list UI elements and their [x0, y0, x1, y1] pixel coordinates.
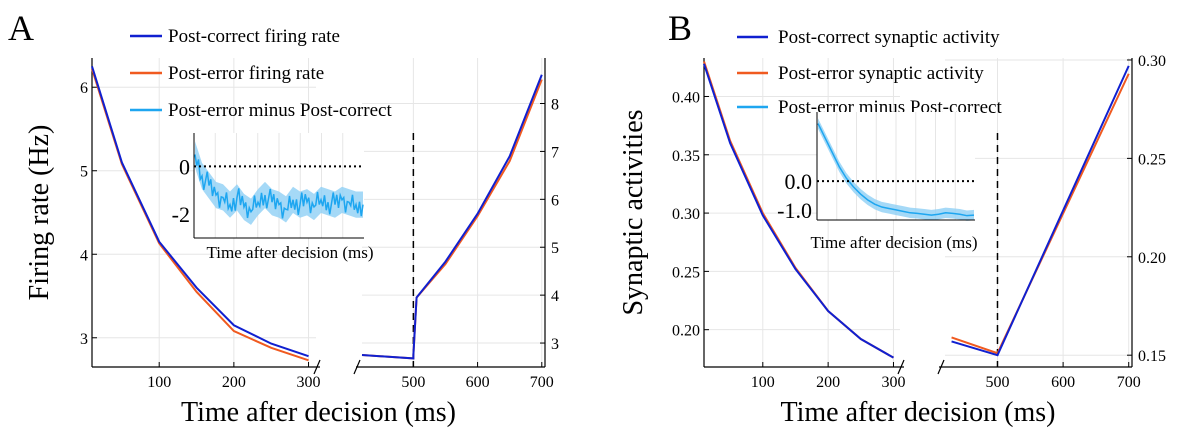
x-tick-label: 200 — [222, 374, 246, 391]
panel-label-b: B — [668, 8, 692, 48]
y-tick-label-right: 3 — [551, 336, 559, 353]
series-line-post-correct — [91, 66, 309, 358]
inset-error-band — [818, 118, 974, 221]
y-axis-title: Firing rate (Hz) — [24, 125, 55, 301]
y-tick-label: 0.20 — [672, 323, 700, 340]
x-axis-title: Time after decision (ms) — [181, 397, 456, 428]
legend-label: Post-error synaptic activity — [778, 63, 984, 84]
inset-y-tick-label: -2 — [172, 202, 190, 227]
y-tick-label-right: 6 — [551, 192, 559, 209]
x-tick-label: 700 — [1117, 374, 1141, 391]
legend-label: Post-error minus Post-correct — [168, 100, 392, 121]
series-line-post-correct — [951, 65, 1130, 357]
axis-break-mark — [313, 359, 321, 375]
y-tick-label-right: 0.25 — [1138, 151, 1166, 168]
series-line-post-correct — [703, 63, 894, 359]
y-tick-label: 0.25 — [672, 264, 700, 281]
inset-y-tick-label: 0.0 — [785, 169, 813, 194]
y-tick-label: 3 — [80, 331, 88, 348]
inset-error-band — [195, 141, 363, 225]
y-tick-label-right: 4 — [551, 288, 559, 305]
inset-difference-line — [817, 123, 975, 217]
y-tick-label-right: 0.20 — [1138, 250, 1166, 267]
inset-difference-line — [194, 154, 364, 219]
y-axis-title: Synaptic activities — [618, 109, 649, 315]
x-tick-label: 600 — [466, 374, 490, 391]
legend-label: Post-error firing rate — [168, 63, 324, 84]
x-tick-label: 200 — [816, 374, 840, 391]
inset-y-tick-label: -1.0 — [777, 198, 812, 223]
x-tick-label: 600 — [1051, 374, 1075, 391]
y-tick-label: 0.40 — [672, 89, 700, 106]
legend-label: Post-correct firing rate — [168, 26, 340, 47]
y-tick-label-right: 0.15 — [1138, 348, 1166, 365]
inset-y-tick-label: 0 — [179, 154, 190, 179]
y-tick-label: 0.30 — [672, 206, 700, 223]
y-tick-label-right: 8 — [551, 97, 559, 114]
series-line-post-error — [361, 79, 543, 360]
axis-break-mark — [897, 359, 905, 375]
x-tick-label: 300 — [297, 374, 321, 391]
x-tick-label: 500 — [401, 374, 425, 391]
y-tick-label-right: 0.30 — [1138, 53, 1166, 70]
panel-label-a: A — [8, 8, 34, 48]
y-tick-label: 6 — [80, 80, 88, 97]
legend-label: Post-correct synaptic activity — [778, 27, 1000, 48]
inset-x-axis-title: Time after decision (ms) — [811, 233, 978, 252]
x-tick-label: 100 — [751, 374, 775, 391]
y-tick-label: 0.35 — [672, 148, 700, 165]
x-tick-label: 500 — [985, 374, 1009, 391]
y-tick-label: 5 — [80, 164, 88, 181]
x-tick-label: 100 — [147, 374, 171, 391]
inset-x-axis-title: Time after decision (ms) — [207, 243, 374, 262]
x-tick-label: 700 — [530, 374, 554, 391]
y-tick-label-right: 7 — [551, 144, 559, 161]
x-tick-label: 300 — [881, 374, 905, 391]
y-tick-label: 4 — [80, 247, 88, 264]
y-tick-label-right: 5 — [551, 240, 559, 257]
series-line-post-correct — [361, 74, 543, 360]
x-axis-title: Time after decision (ms) — [780, 397, 1055, 428]
